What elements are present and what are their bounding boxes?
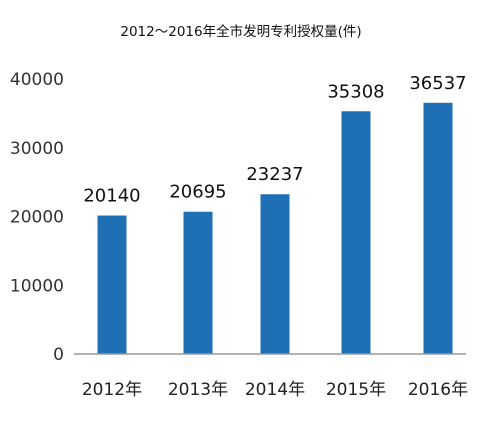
bar xyxy=(97,215,127,354)
y-tick-label: 0 xyxy=(53,345,64,365)
x-tick-label: 2015年 xyxy=(326,380,386,400)
data-label: 36537 xyxy=(409,73,466,94)
data-label: 20695 xyxy=(169,182,226,203)
data-label: 20140 xyxy=(83,186,140,207)
y-tick-label: 30000 xyxy=(10,139,64,159)
x-tick-label: 2016年 xyxy=(408,380,468,400)
y-tick-label: 10000 xyxy=(10,276,64,296)
bar xyxy=(260,194,290,354)
bar xyxy=(183,211,213,354)
y-tick-label: 20000 xyxy=(10,208,64,228)
y-tick-label: 40000 xyxy=(10,70,64,90)
x-tick-label: 2012年 xyxy=(82,380,142,400)
bar xyxy=(341,111,371,354)
data-label: 35308 xyxy=(327,81,384,102)
bar xyxy=(423,102,453,354)
data-label: 23237 xyxy=(246,164,303,185)
x-tick-label: 2013年 xyxy=(168,380,228,400)
x-tick-label: 2014年 xyxy=(245,380,305,400)
chart-title: 2012～2016年全市发明专利授权量(件) xyxy=(120,24,362,40)
